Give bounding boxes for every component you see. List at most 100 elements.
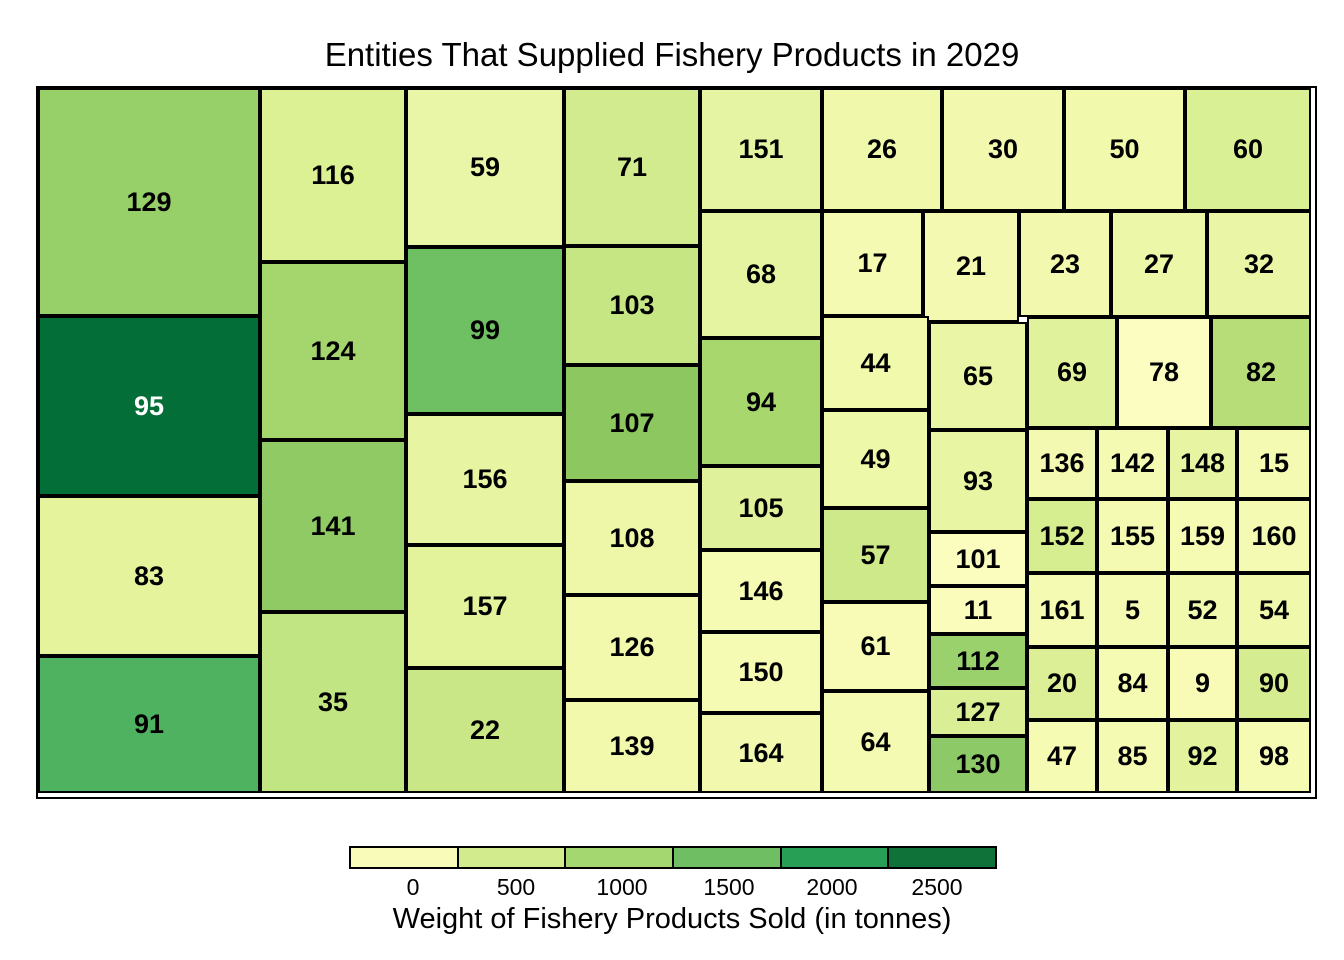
treemap-cell-83: 83: [38, 496, 260, 656]
treemap-cell-21: 21: [923, 211, 1019, 322]
legend-tick-1000: 1000: [596, 874, 648, 900]
treemap-cell-label: 57: [860, 539, 891, 570]
treemap-cell-35: 35: [260, 612, 406, 793]
treemap-cell-label: 21: [955, 251, 987, 281]
legend-tick-500: 500: [496, 874, 536, 900]
treemap-cell-label: 101: [955, 543, 1001, 574]
treemap-cell-label: 27: [1143, 248, 1175, 279]
treemap-cell-22: 22: [406, 668, 564, 793]
treemap-cell-71: 71: [564, 88, 700, 246]
treemap-cell-52: 52: [1168, 573, 1237, 647]
treemap-cell-108: 108: [564, 481, 700, 595]
treemap-cell-label: 142: [1109, 448, 1156, 478]
treemap-cell-156: 156: [406, 414, 564, 545]
treemap-cell-146: 146: [700, 550, 822, 632]
legend-segment-1: [458, 848, 567, 867]
treemap-cell-5: 5: [1097, 573, 1168, 647]
treemap-cell-112: 112: [929, 634, 1027, 688]
treemap-cell-142: 142: [1097, 428, 1168, 499]
treemap-cell-84: 84: [1097, 647, 1168, 720]
treemap-cell-label: 82: [1245, 357, 1277, 387]
legend-tick-0: 0: [406, 874, 420, 900]
treemap-cell-label: 50: [1109, 134, 1140, 164]
treemap-cell-90: 90: [1237, 647, 1311, 720]
treemap-cell-64: 64: [822, 691, 929, 793]
treemap-cell-label: 68: [745, 259, 777, 289]
treemap-cell-65: 65: [929, 322, 1027, 430]
treemap-cell-label: 11: [963, 594, 993, 625]
treemap-cell-label: 151: [738, 134, 784, 164]
treemap-cell-label: 103: [609, 290, 655, 320]
treemap-cell-label: 54: [1258, 594, 1290, 625]
treemap-cell-49: 49: [822, 410, 929, 508]
treemap-plot-area: 129 95 83 91 116 124 141 35 59 99 156 157 22 71 103 107…: [36, 86, 1317, 799]
treemap-cell-105: 105: [700, 466, 822, 550]
treemap-cell-label: 99: [469, 315, 501, 345]
treemap-cell-label: 84: [1117, 668, 1148, 698]
treemap-cell-label: 130: [955, 749, 1001, 779]
treemap-cell-150: 150: [700, 632, 822, 713]
treemap-cell-129: 129: [38, 88, 260, 316]
legend-segment-2: [566, 848, 675, 867]
treemap-cell-label: 30: [987, 134, 1019, 164]
treemap-cell-label: 23: [1049, 248, 1081, 279]
treemap-cell-label: 83: [133, 560, 165, 591]
treemap-cell-label: 159: [1179, 520, 1226, 551]
treemap-cell-label: 71: [616, 151, 648, 182]
treemap-cell-99: 99: [406, 247, 564, 414]
treemap-cell-label: 127: [955, 696, 1001, 727]
treemap-cell-label: 22: [469, 715, 501, 745]
treemap-cell-label: 26: [866, 134, 898, 164]
treemap-cell-label: 93: [962, 465, 994, 496]
treemap-cell-label: 139: [609, 731, 655, 761]
treemap-cell-label: 85: [1117, 741, 1148, 771]
treemap-cell-159: 159: [1168, 499, 1237, 573]
treemap-cell-label: 157: [462, 591, 508, 621]
treemap-cell-27: 27: [1111, 211, 1207, 317]
treemap-cell-32: 32: [1207, 211, 1311, 317]
treemap-cell-148: 148: [1168, 428, 1237, 499]
treemap-cell-69: 69: [1027, 317, 1117, 428]
treemap-cell-label: 95: [133, 390, 165, 421]
treemap-cell-label: 15: [1258, 448, 1290, 478]
legend-segment-3: [674, 848, 782, 867]
treemap-cell-141: 141: [260, 440, 406, 612]
treemap-cell-57: 57: [822, 508, 929, 602]
treemap-cell-label: 5: [1124, 594, 1141, 625]
treemap-cell-label: 107: [609, 407, 655, 438]
treemap-cell-82: 82: [1211, 317, 1311, 428]
treemap-cell-116: 116: [260, 88, 406, 262]
treemap-cell-label: 20: [1046, 668, 1078, 698]
treemap-cell-126: 126: [564, 595, 700, 700]
treemap-cell-label: 124: [310, 335, 356, 366]
treemap-cell-label: 35: [317, 687, 349, 717]
treemap-cell-label: 94: [745, 386, 777, 417]
treemap-cell-152: 152: [1027, 499, 1097, 573]
treemap-cell-101: 101: [929, 532, 1027, 586]
treemap-cell-68: 68: [700, 211, 822, 338]
treemap-cell-103: 103: [564, 246, 700, 365]
legend-color-bar: [349, 846, 997, 869]
treemap-cell-label: 155: [1109, 520, 1156, 551]
legend-tick-2500: 2500: [911, 874, 963, 900]
treemap-cell-11: 11: [929, 586, 1027, 634]
legend-tick-1500: 1500: [703, 874, 755, 900]
treemap-cell-label: 116: [311, 159, 355, 190]
treemap-cell-label: 146: [738, 575, 784, 606]
treemap-cell-44: 44: [822, 316, 929, 410]
treemap-cell-label: 90: [1258, 668, 1290, 698]
treemap-cell-151: 151: [700, 88, 822, 211]
treemap-cell-130: 130: [929, 736, 1027, 793]
legend-segment-5: [889, 848, 996, 867]
treemap-cell-155: 155: [1097, 499, 1168, 573]
treemap-cell-50: 50: [1064, 88, 1185, 211]
treemap-cell-label: 60: [1232, 134, 1264, 164]
treemap-cell-label: 44: [860, 347, 891, 378]
treemap-cell-label: 64: [860, 726, 891, 757]
treemap-cell-label: 160: [1251, 520, 1297, 551]
treemap-cell-label: 156: [462, 464, 508, 494]
treemap-cell-label: 91: [133, 709, 165, 739]
treemap-cell-label: 47: [1046, 741, 1078, 771]
treemap-cell-label: 129: [126, 186, 172, 217]
